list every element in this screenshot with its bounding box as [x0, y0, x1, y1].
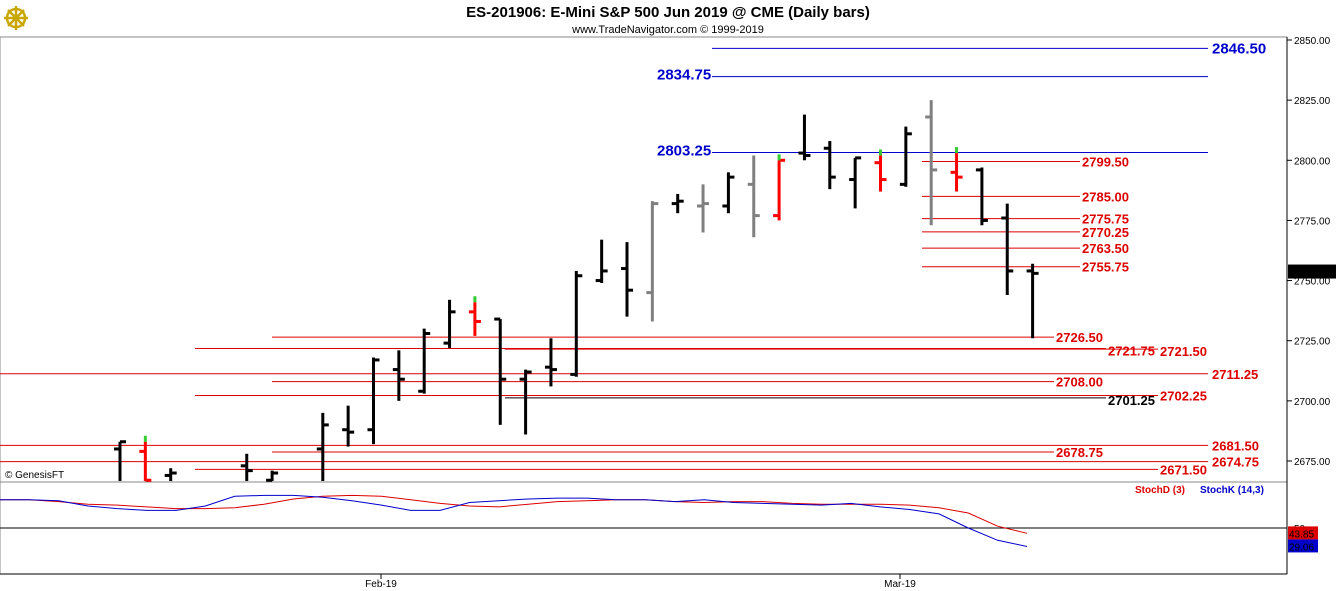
y-tick-label: 2675.00: [1294, 457, 1331, 468]
level-label-2846.50: 2846.50: [1212, 40, 1266, 57]
level-label-2708.00: 2708.00: [1056, 375, 1103, 390]
level-label-2726.50: 2726.50: [1056, 330, 1103, 345]
y-tick-label: 2700.00: [1294, 397, 1331, 408]
stochd-value-box: [1288, 526, 1318, 540]
ohlc-bar: [519, 369, 532, 435]
last-price-box: [1288, 264, 1336, 279]
header-bar: [0, 0, 1336, 37]
ohlc-bar: [950, 147, 963, 192]
chart-title: ES-201906: E-Mini S&P 500 Jun 2019 @ CME…: [466, 4, 870, 21]
level-label-2721.75: 2721.75: [1108, 344, 1155, 359]
stochd-legend: StochD (3): [1135, 485, 1185, 496]
y-tick-label: 2800.00: [1294, 156, 1331, 167]
stochd-value: 43.85: [1289, 529, 1314, 540]
ohlc-bar: [114, 440, 126, 481]
x-tick-label: Mar-19: [884, 579, 916, 590]
ohlc-bar: [773, 154, 786, 221]
ohlc-bar: [139, 435, 152, 482]
ohlc-bar: [1001, 203, 1014, 296]
level-label-2803.25: 2803.25: [657, 142, 711, 159]
stochk-value: 29.06: [1289, 542, 1314, 553]
level-label-2785.00: 2785.00: [1082, 189, 1129, 204]
ohlc-bar: [316, 412, 329, 481]
stochk-line: [0, 494, 1028, 547]
ohlc-bar: [1026, 263, 1039, 339]
chart-subtitle: www.TradeNavigator.com © 1999-2019: [571, 24, 764, 36]
ohlc-bar: [595, 239, 608, 283]
level-label-2701.25: 2701.25: [1108, 393, 1155, 408]
ohlc-bar: [671, 193, 684, 214]
ohlc-bar: [646, 201, 659, 322]
ohlc-bar: [443, 299, 456, 348]
ohlc-bar: [925, 100, 938, 226]
y-tick-label: 2750.00: [1294, 277, 1331, 288]
ohlc-bar: [468, 296, 481, 336]
level-label-2671.50: 2671.50: [1160, 462, 1207, 477]
ohlc-bar: [266, 470, 279, 482]
ohlc-bar: [798, 114, 811, 161]
level-label-2721.50: 2721.50: [1160, 344, 1207, 359]
ohlc-bar: [342, 405, 355, 447]
level-label-2674.75: 2674.75: [1212, 455, 1259, 470]
last-price-label: 2753.75: [1290, 268, 1327, 279]
ohlc-bar: [621, 242, 633, 317]
level-label-2770.25: 2770.25: [1082, 225, 1129, 240]
ohlc-bar: [899, 126, 912, 187]
level-label-2711.25: 2711.25: [1212, 367, 1258, 382]
level-label-2763.50: 2763.50: [1082, 241, 1129, 256]
level-label-2681.50: 2681.50: [1212, 438, 1259, 453]
level-label-2799.50: 2799.50: [1082, 154, 1129, 169]
ohlc-bar: [240, 453, 253, 481]
watermark: © GenesisFT: [5, 470, 64, 481]
y-tick-label: 2825.00: [1294, 96, 1331, 107]
y-tick-label: 2725.00: [1294, 337, 1331, 348]
ohlc-bar: [722, 172, 735, 214]
ohlc-bar: [849, 156, 862, 209]
ohlc-bar: [367, 357, 380, 445]
ohlc-bar: [874, 149, 887, 192]
ohlc-bar: [164, 468, 177, 481]
ohlc-bar: [570, 270, 583, 377]
stochk-value-box: [1288, 539, 1318, 553]
level-label-2755.75: 2755.75: [1082, 260, 1129, 275]
level-label-2775.75: 2775.75: [1082, 212, 1129, 227]
level-label-2834.75: 2834.75: [657, 67, 711, 84]
ohlc-bar: [494, 317, 507, 425]
y-tick-label: 2850.00: [1294, 36, 1331, 47]
ohlc-bar: [392, 350, 405, 401]
ohlc-bar: [823, 141, 836, 190]
ohlc-bar: [697, 184, 710, 233]
stochk-legend: StochK (14,3): [1200, 485, 1264, 496]
y-tick-label: 2775.00: [1294, 216, 1331, 227]
ohlc-bar: [418, 328, 431, 394]
ohlc-bar: [544, 338, 557, 387]
level-label-2678.75: 2678.75: [1056, 445, 1103, 460]
x-tick-label: Feb-19: [365, 579, 397, 590]
price-panel: [0, 36, 1288, 483]
level-label-2702.25: 2702.25: [1160, 388, 1207, 403]
ohlc-bar: [747, 155, 760, 238]
ohlc-bar: [975, 167, 988, 226]
ship-wheel-logo-icon: [4, 6, 28, 30]
